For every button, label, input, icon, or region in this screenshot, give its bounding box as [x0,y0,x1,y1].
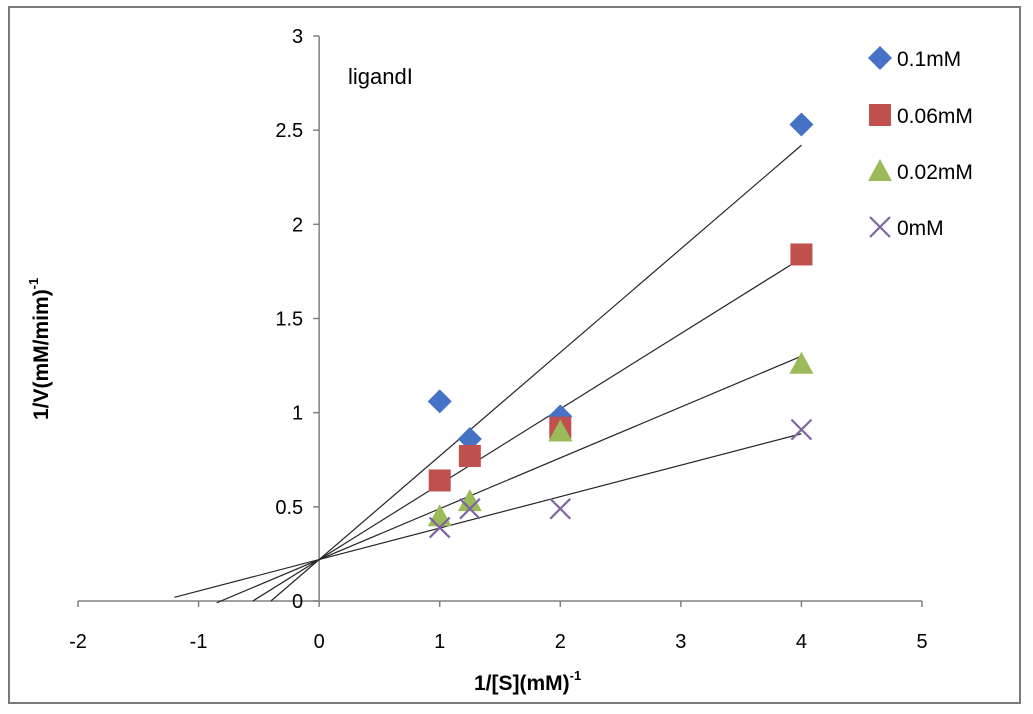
x-tick-label: 0 [314,631,325,653]
legend: 0.1mM 0.06mM 0.02mM 0mM [868,46,973,240]
trendline-0.06mM [252,257,802,602]
trendline-0mM [174,433,802,598]
data-point-0.02mM [457,489,482,512]
legend-marker-0.06mM [869,104,891,126]
x-tick-label: -1 [190,631,208,653]
y-tick-label: 2.5 [275,120,303,142]
legend-label-0.1mM: 0.1mM [897,48,961,71]
data-point-0.06mM [428,469,451,492]
data-point-0.02mM [427,504,452,527]
data-point-0mM [459,497,481,520]
y-axis-title: 1/V(mM/mim)-1 [26,278,53,420]
y-axis-title-text: 1/V(mM/mim) [30,289,53,420]
trendline-0.1mM [270,144,802,602]
y-tick-label: 1 [292,403,303,425]
y-tick-label: 2 [292,214,303,236]
x-tick-label: -2 [69,631,87,653]
legend-label-0.06mM: 0.06mM [897,105,973,128]
trendline-0.02mM [216,355,802,604]
x-tick-label: 3 [675,631,686,653]
x-axis-title-text: 1/[S](mM) [474,672,570,695]
data-point-0.02mM [789,351,814,374]
data-point-0mM [790,418,813,441]
chart-title: ligandI [348,64,413,89]
y-tick-label: 0 [292,591,303,613]
y-tick-label: 0.5 [275,497,303,519]
data-point-0.06mM [458,444,481,467]
y-tick-label: 1.5 [275,309,303,331]
data-point-0.02mM [548,419,573,442]
legend-marker-0.1mM [868,46,892,70]
y-axis-title-sup: -1 [26,278,41,290]
data-point-0mM [428,516,451,539]
x-tick-label: 4 [796,631,807,653]
y-tick-label: 3 [292,26,303,48]
x-tick-label: 5 [916,631,927,653]
legend-label-0.02mM: 0.02mM [897,161,973,184]
data-point-0.06mM [790,243,813,266]
trendlines [174,144,802,604]
x-axis-title: 1/[S](mM)-1 [474,668,581,695]
x-tick-label: 2 [555,631,566,653]
data-point-0.1mM [789,112,814,137]
data-point-0mM [549,497,572,520]
data-points [427,112,814,539]
x-tick-label: 1 [434,631,445,653]
legend-marker-0.02mM [868,159,892,181]
chart-frame [8,6,1021,704]
x-axis-title-sup: -1 [570,668,582,683]
legend-marker-0mM [869,216,891,238]
data-point-0.1mM [427,389,452,414]
legend-label-0mM: 0mM [897,217,944,240]
tick-labels: -2 -1 0 1 2 3 4 5 0 0.5 1 1.5 2 2.5 3 [69,26,927,653]
